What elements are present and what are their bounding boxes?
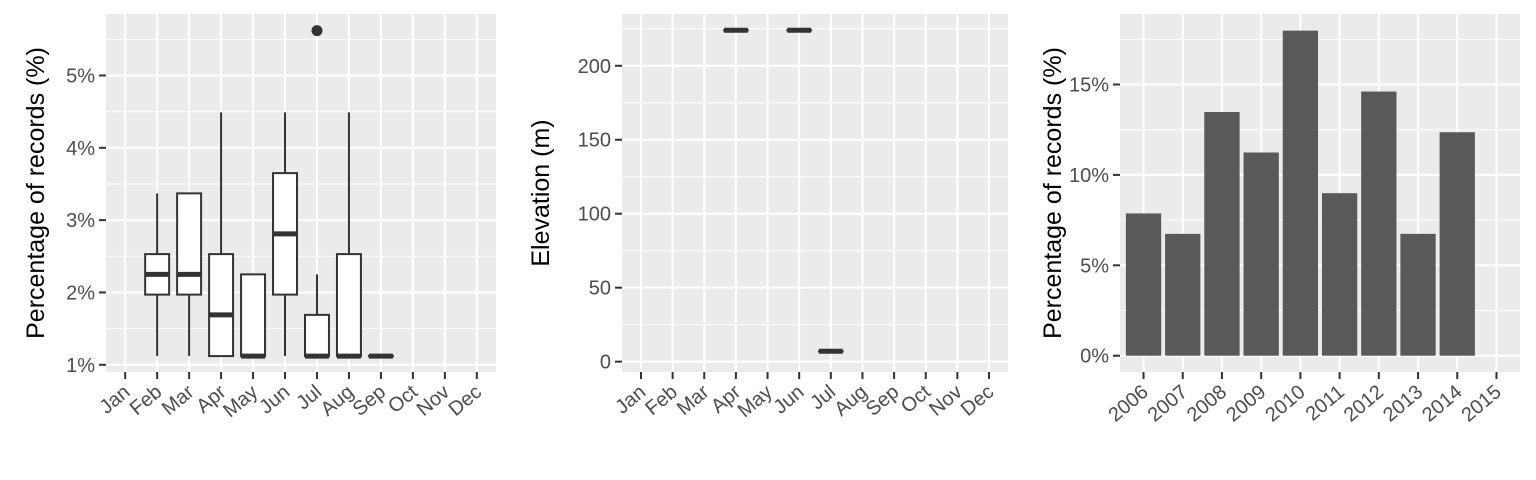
y-tick-label: 0% — [1080, 346, 1109, 368]
y-tick-label: 1% — [66, 355, 95, 377]
x-tick-label: Jun — [255, 381, 294, 419]
bar-2007 — [1165, 233, 1201, 356]
box-body — [303, 313, 330, 358]
y-axis-title: Percentage of records (%) — [22, 47, 50, 339]
box-aug — [335, 112, 362, 359]
x-tick-label: 2012 — [1340, 381, 1388, 426]
bar-2008 — [1204, 111, 1240, 356]
bar-2013 — [1400, 233, 1436, 356]
yearly-percentage-bar-chart: 0%5%10%15%200620072008200920102011201220… — [1039, 14, 1520, 426]
y-tick-label: 200 — [578, 56, 611, 78]
y-tick-label: 10% — [1069, 165, 1109, 187]
y-axis-title: Elevation (m) — [527, 119, 555, 266]
x-tick-label: 2011 — [1302, 381, 1349, 426]
y-tick-label: 5% — [1080, 255, 1109, 277]
box-body — [240, 273, 267, 358]
bar-2012 — [1361, 91, 1397, 356]
bar-2014 — [1439, 132, 1475, 356]
box-mar — [176, 192, 203, 357]
panel-background — [622, 14, 1008, 372]
bar-2010 — [1282, 30, 1319, 356]
outlier-point — [311, 25, 323, 37]
y-tick-label: 4% — [66, 138, 95, 160]
panel-background — [106, 14, 496, 372]
y-tick-label: 3% — [66, 210, 95, 232]
box-feb — [144, 193, 171, 357]
bar-2009 — [1243, 152, 1279, 356]
bar-2011 — [1321, 193, 1358, 356]
x-tick-label: 2014 — [1418, 381, 1466, 426]
x-tick-label: 2006 — [1105, 381, 1153, 426]
box-jun — [272, 112, 299, 357]
box-body — [208, 253, 235, 358]
monthly-percentage-boxplot: 1%2%3%4%5%JanFebMarAprMayJunJulAugSepOct… — [22, 14, 496, 422]
box-body — [335, 253, 362, 358]
box-body — [176, 192, 203, 296]
monthly-elevation-boxplot: 050100150200JanFebMarAprMayJunJulAugSepO… — [527, 14, 1008, 422]
y-tick-label: 5% — [66, 65, 95, 87]
box-may — [240, 273, 267, 359]
y-axis-title: Percentage of records (%) — [1039, 47, 1067, 339]
x-tick-label: Dec — [957, 381, 998, 421]
x-tick-label: 2008 — [1183, 381, 1231, 426]
box-jul — [303, 25, 330, 359]
x-tick-label: Dec — [445, 381, 486, 421]
x-tick-label: 2015 — [1457, 381, 1505, 426]
x-tick-label: 2010 — [1261, 381, 1309, 426]
y-tick-label: 15% — [1069, 75, 1109, 97]
y-tick-label: 150 — [578, 130, 611, 152]
x-tick-label: Jun — [770, 381, 809, 419]
x-tick-label: 2013 — [1379, 381, 1427, 426]
y-tick-label: 50 — [589, 278, 611, 300]
bar-2006 — [1125, 213, 1162, 356]
box-apr — [208, 112, 235, 358]
x-tick-label: 2009 — [1222, 381, 1270, 426]
y-tick-label: 0 — [600, 352, 611, 374]
y-tick-label: 2% — [66, 282, 95, 304]
x-tick-label: 2007 — [1144, 381, 1192, 426]
y-tick-label: 100 — [578, 204, 611, 226]
